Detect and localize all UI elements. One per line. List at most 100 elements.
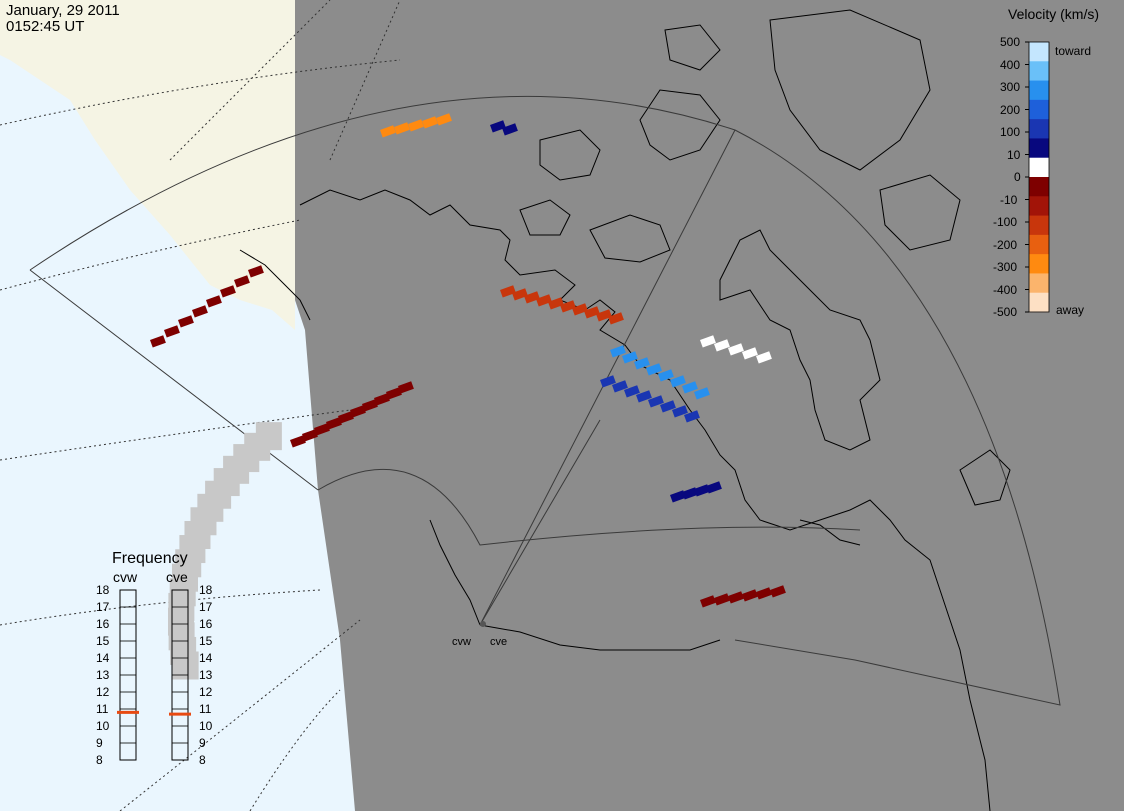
velocity-cell-low (742, 347, 758, 360)
coastline-13 (239, 249, 311, 321)
coverage-background (295, 0, 1124, 811)
velocity-cell-away (290, 435, 306, 448)
colorbar-tick-label: -100 (993, 215, 1018, 229)
graticule-line-7 (249, 689, 341, 811)
velocity-cell-away (608, 312, 624, 325)
frequency-tick-label: 13 (96, 668, 110, 682)
velocity-cell-toward (682, 487, 698, 500)
velocity-cell-toward (672, 405, 688, 418)
velocity-cell-low (728, 343, 744, 356)
colorbar-tick-label: 200 (1000, 102, 1021, 117)
radar-site-dot-icon (480, 621, 486, 627)
coastline-6 (664, 24, 721, 71)
velocity-cell-toward (490, 120, 506, 133)
frequency-tick-label: 18 (199, 583, 213, 597)
velocity-cell-away (422, 116, 438, 129)
frequency-radar-cvw: cvw (113, 569, 138, 585)
velocity-cell-toward (670, 375, 686, 388)
velocity-cell-away (728, 591, 744, 604)
velocity-cell-away (584, 306, 600, 319)
radar-label-cvw: cvw (452, 636, 471, 648)
colorbar-tick-label: 100 (1000, 125, 1021, 139)
colorbar-swatch (1029, 99, 1049, 120)
velocity-cell-away (338, 411, 354, 424)
frequency-tick-label: 11 (96, 702, 109, 716)
velocity-cell-away (756, 587, 772, 600)
velocity-cell-toward (624, 385, 640, 398)
fov-line-0 (29, 95, 1061, 706)
time-label: 0152:45 UT (6, 18, 85, 35)
colorbar-swatch (1029, 196, 1049, 217)
frequency-tick-label: 15 (96, 634, 110, 648)
velocity-cell-toward (646, 363, 662, 376)
velocity-cell-away (178, 315, 194, 328)
frequency-panel (117, 589, 191, 761)
graticule-line-1 (0, 219, 301, 291)
velocity-cell-toward (706, 481, 722, 494)
radar-label-cve: cve (490, 636, 508, 648)
colorbar-swatch (1029, 273, 1049, 294)
frequency-tick-label: 11 (199, 702, 212, 716)
velocity-cell-toward (660, 400, 676, 413)
frequency-tick-label: 8 (96, 753, 103, 767)
velocity-cell-away (397, 381, 414, 394)
velocity-cell-toward (658, 369, 674, 382)
colorbar-tick-label: -10 (1000, 192, 1018, 207)
colorbar-swatch (1029, 138, 1049, 159)
coastline-12 (799, 519, 861, 546)
velocity-cell-low (700, 335, 716, 348)
radar-sites (480, 621, 486, 627)
velocity-cell-away (524, 291, 540, 304)
coastline-8 (879, 174, 961, 251)
colorbar-swatch (1029, 119, 1049, 139)
velocity-cell-away (374, 393, 390, 406)
frequency-tick-label: 8 (199, 753, 206, 767)
coastline-3 (539, 129, 601, 181)
velocity-cell-away (386, 387, 402, 400)
coastline-11 (479, 624, 721, 651)
velocity-cell-toward (670, 490, 686, 503)
colorbar-tick-label: 500 (1000, 35, 1021, 49)
velocity-cell-toward (634, 357, 650, 370)
velocity-cell-away (536, 294, 552, 307)
colorbar-tick-label: -400 (993, 282, 1018, 297)
velocity-cell-away (560, 300, 576, 313)
velocity-cell-away (596, 309, 612, 322)
colorbar-tick-label: 10 (1007, 147, 1021, 162)
velocity-cell-away (314, 423, 330, 436)
graticule-line-6 (0, 589, 321, 626)
velocity-cell-toward (684, 410, 700, 423)
velocity-cell-toward (600, 375, 616, 388)
velocity-cell-low (756, 351, 772, 364)
velocity-cell-toward (621, 351, 638, 364)
colorbar-tick-label: 300 (1000, 80, 1021, 94)
coastline-2 (639, 89, 721, 161)
frequency-tick-label: 12 (96, 685, 110, 699)
colorbar-swatch (1029, 61, 1049, 82)
frequency-tick-label: 10 (96, 719, 110, 733)
velocity-cell-away (408, 119, 424, 132)
velocity-cell-away (206, 295, 222, 308)
velocity-cell-away (393, 122, 410, 135)
colorbar-toward-label: toward (1055, 44, 1092, 58)
velocity-cell-away (220, 285, 236, 298)
frequency-title: Frequency (112, 550, 188, 567)
velocity-cell-away (548, 297, 564, 310)
velocity-cell-away (572, 303, 588, 316)
velocity-cell-toward (610, 345, 626, 358)
frequency-tick-label: 15 (199, 634, 213, 648)
velocity-cell-away (362, 399, 378, 412)
fov-line-2 (317, 468, 861, 546)
graticule-line-5 (329, 0, 401, 161)
colorbar-tick-label: -200 (993, 237, 1018, 252)
frequency-tick-label: 9 (96, 736, 103, 750)
frequency-tick-label: 10 (199, 719, 213, 733)
coastline-1 (719, 229, 881, 451)
velocity-cell-away (233, 275, 250, 288)
velocity-cell-away (248, 265, 264, 278)
colorbar-swatch (1029, 292, 1049, 313)
velocity-cell-away (436, 113, 452, 126)
velocity-cell-toward (611, 380, 628, 393)
frequency-tick-label: 13 (199, 668, 213, 682)
